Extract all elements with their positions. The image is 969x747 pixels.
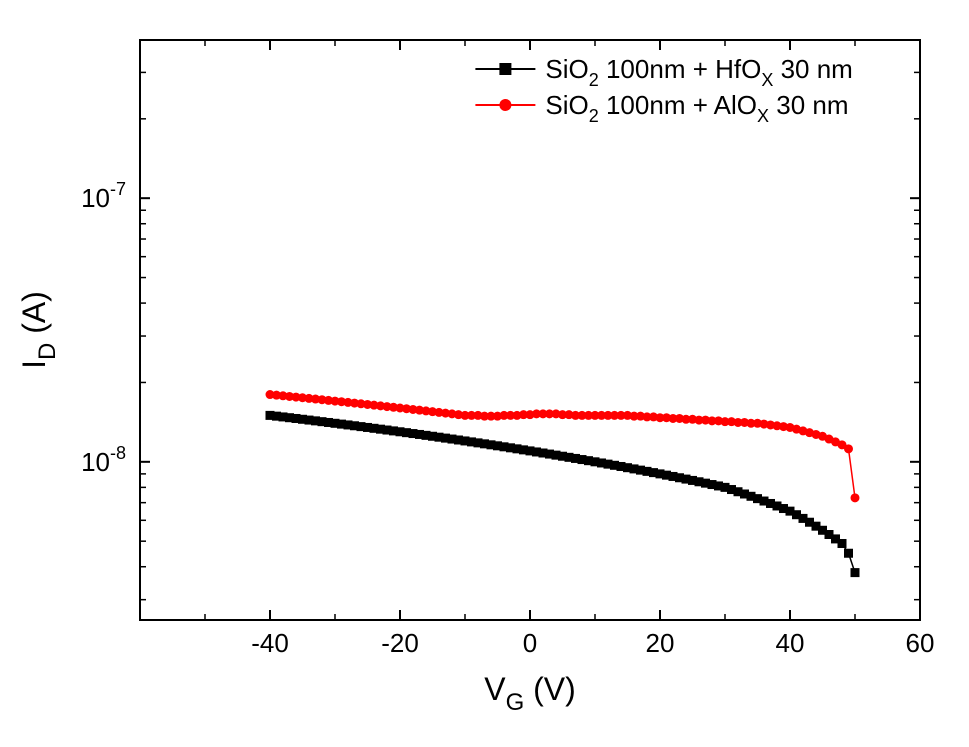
x-tick-label: 20 xyxy=(646,628,675,658)
x-tick-label: 0 xyxy=(523,628,537,658)
x-tick-label: -40 xyxy=(251,628,289,658)
x-tick-label: 40 xyxy=(776,628,805,658)
x-tick-label: 60 xyxy=(906,628,935,658)
chart-svg: -40-20020406010-810-7VG (V)ID (A)SiO2 10… xyxy=(0,0,969,747)
x-tick-label: -20 xyxy=(381,628,419,658)
chart-container: -40-20020406010-810-7VG (V)ID (A)SiO2 10… xyxy=(0,0,969,747)
